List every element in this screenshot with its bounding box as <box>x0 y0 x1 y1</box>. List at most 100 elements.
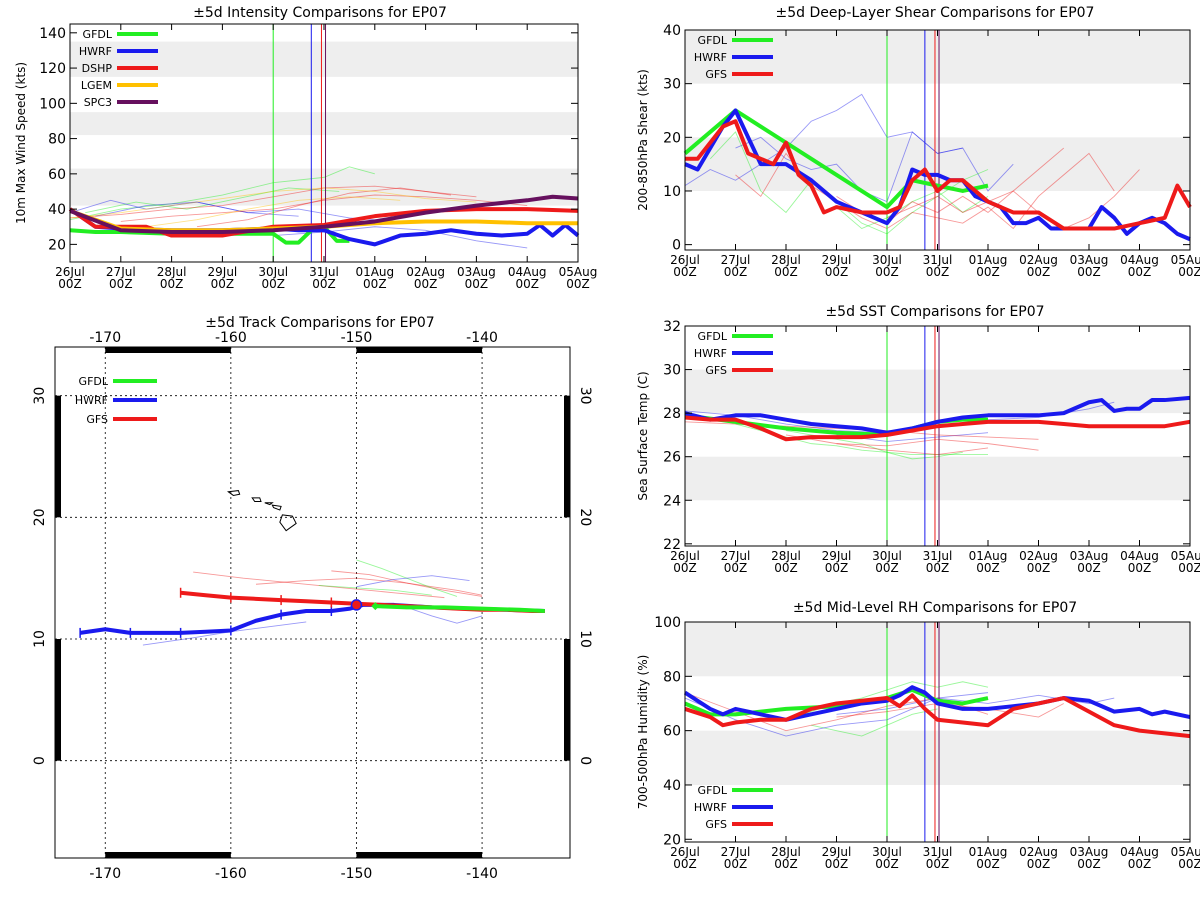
sst-ylabel: Sea Surface Temp (C) <box>636 371 650 500</box>
rh-xtick-label: 01Aug <box>969 845 1008 859</box>
intensity-ytick-label: 100 <box>39 96 66 112</box>
rh-xtick-sublabel: 00Z <box>825 857 849 871</box>
rh-xtick-label: 29Jul <box>822 845 852 859</box>
sst-ytick-label: 28 <box>663 406 681 422</box>
sst-xtick-label: 27Jul <box>721 549 751 563</box>
track-ensemble-line-7 <box>406 606 483 624</box>
rh-xtick-label: 30Jul <box>872 845 902 859</box>
rh-xtick-sublabel: 00Z <box>673 857 697 871</box>
sst-ytick-label: 32 <box>663 319 681 335</box>
track-border-bar-right-1 <box>564 395 570 518</box>
intensity-xtick-label: 30Jul <box>258 265 288 279</box>
track-ytick-label-right: 0 <box>577 756 593 765</box>
intensity-series-spc3 <box>69 194 579 235</box>
intensity-xtick-label: 26Jul <box>55 265 85 279</box>
sst-ytick-label: 30 <box>663 363 681 379</box>
shear-ytick-label: 30 <box>663 77 681 93</box>
sst-xtick-label: 01Aug <box>969 549 1008 563</box>
rh-ytick-label: 80 <box>663 669 681 685</box>
intensity-xtick-label: 27Jul <box>106 265 136 279</box>
sst-xtick-sublabel: 00Z <box>774 561 798 575</box>
intensity-xtick-label: 28Jul <box>157 265 187 279</box>
rh-xtick-label: 26Jul <box>670 845 700 859</box>
intensity-legend-label-spc3: SPC3 <box>84 96 112 109</box>
shear-xtick-sublabel: 00Z <box>724 265 748 279</box>
shear-ytick-label: 0 <box>672 238 681 254</box>
intensity-xtick-sublabel: 00Z <box>414 277 438 291</box>
rh-xtick-sublabel: 00Z <box>774 857 798 871</box>
shear-xtick-sublabel: 00Z <box>1027 265 1051 279</box>
track-gfdl-start-marker <box>371 602 380 611</box>
track-border-bar-bottom-0 <box>105 852 231 858</box>
track-xtick-label-bottom: -140 <box>466 866 498 882</box>
shear-xtick-label: 30Jul <box>872 253 902 267</box>
intensity-ensemble-line-1 <box>85 187 340 214</box>
shear-xtick-label: 27Jul <box>721 253 751 267</box>
shear-chart: ±5d Deep-Layer Shear Comparisons for EP0… <box>636 5 1200 279</box>
rh-xtick-label: 03Aug <box>1070 845 1109 859</box>
intensity-ensemble-line-4 <box>273 226 528 249</box>
shear-ytick-label: 20 <box>663 130 681 146</box>
sst-band-0 <box>685 456 1190 501</box>
shear-ylabel: 200-850hPa Shear (kts) <box>636 69 650 211</box>
track-ytick-label-left: 30 <box>32 387 48 405</box>
rh-band-0 <box>685 730 1190 785</box>
track-border-bar-left-1 <box>55 395 61 518</box>
shear-ensemble-line-2 <box>709 131 989 235</box>
intensity-xtick-label: 04Aug <box>508 265 547 279</box>
rh-xtick-label: 27Jul <box>721 845 751 859</box>
sst-legend-label-hwrf: HWRF <box>694 347 727 360</box>
rh-xtick-label: 02Aug <box>1019 845 1058 859</box>
intensity-ensemble-line-3 <box>95 201 299 217</box>
track-xtick-label-top: -160 <box>215 330 247 346</box>
track-plot-frame <box>54 346 571 859</box>
shear-ytick-label: 40 <box>663 23 681 39</box>
sst-xtick-sublabel: 00Z <box>1128 561 1152 575</box>
sst-plot-frame <box>684 325 1191 547</box>
intensity-xtick-sublabel: 00Z <box>261 277 285 291</box>
intensity-ytick-label: 80 <box>48 132 66 148</box>
sst-xtick-sublabel: 00Z <box>976 561 1000 575</box>
sst-xtick-label: 05Aug <box>1171 549 1200 563</box>
shear-xtick-sublabel: 00Z <box>875 265 899 279</box>
rh-xtick-sublabel: 00Z <box>976 857 1000 871</box>
intensity-xtick-label: 31Jul <box>309 265 339 279</box>
sst-title: ±5d SST Comparisons for EP07 <box>825 304 1044 320</box>
track-xtick-label-top: -150 <box>341 330 373 346</box>
intensity-band-1 <box>70 112 578 136</box>
rh-ytick-label: 40 <box>663 778 681 794</box>
intensity-ytick-label: 60 <box>48 167 66 183</box>
sst-xtick-sublabel: 00Z <box>825 561 849 575</box>
hawaii-island-outline-3 <box>271 504 282 511</box>
intensity-xtick-sublabel: 00Z <box>109 277 133 291</box>
rh-ytick-label: 60 <box>663 724 681 740</box>
shear-legend-label-gfdl: GFDL <box>698 34 728 47</box>
rh-legend-label-gfdl: GFDL <box>698 784 728 797</box>
rh-chart: ±5d Mid-Level RH Comparisons for EP07 70… <box>636 600 1200 871</box>
intensity-legend-label-gfdl: GFDL <box>83 28 113 41</box>
rh-xtick-sublabel: 00Z <box>1128 857 1152 871</box>
track-ytick-label-left: 20 <box>32 508 48 526</box>
sst-xtick-sublabel: 00Z <box>1178 561 1200 575</box>
shear-ytick-label: 10 <box>663 184 681 200</box>
shear-xtick-sublabel: 00Z <box>774 265 798 279</box>
rh-legend-label-gfs: GFS <box>705 818 727 831</box>
rh-ytick-label: 100 <box>654 615 681 631</box>
sst-legend-label-gfs: GFS <box>705 364 727 377</box>
rh-xtick-sublabel: 00Z <box>1178 857 1200 871</box>
shear-xtick-sublabel: 00Z <box>1077 265 1101 279</box>
track-legend-label-gfs: GFS <box>86 413 108 426</box>
intensity-xtick-sublabel: 00Z <box>363 277 387 291</box>
shear-xtick-label: 01Aug <box>969 253 1008 267</box>
intensity-xtick-sublabel: 00Z <box>515 277 539 291</box>
sst-chart: ±5d SST Comparisons for EP07 Sea Surface… <box>636 304 1200 575</box>
sst-xtick-sublabel: 00Z <box>875 561 899 575</box>
sst-ytick-label: 22 <box>663 537 681 553</box>
intensity-ytick-label: 20 <box>48 237 66 253</box>
track-xtick-label-bottom: -150 <box>341 866 373 882</box>
sst-ytick-label: 26 <box>663 450 681 466</box>
shear-xtick-sublabel: 00Z <box>926 265 950 279</box>
intensity-ytick-label: 120 <box>39 61 66 77</box>
intensity-title: ±5d Intensity Comparisons for EP07 <box>193 5 447 21</box>
sst-xtick-label: 30Jul <box>872 549 902 563</box>
